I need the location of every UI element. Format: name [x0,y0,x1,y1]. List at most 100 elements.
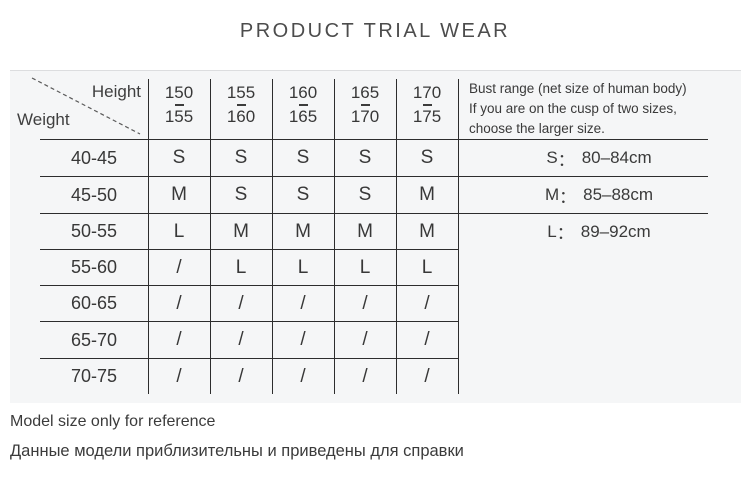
size-cell: L [173,220,185,242]
height-column-header: 170 175 [396,71,458,139]
size-cell: M [171,184,187,205]
size-cell: / [300,329,306,350]
height-to: 155 [164,106,194,126]
size-label: M [544,185,560,204]
diagonal-divider [31,77,141,135]
size-cell: L [297,256,309,278]
bust-range-note-line: If you are on the cusp of two sizes, [469,101,677,116]
range-dash [360,104,370,106]
bust-range-l: L： 89–92cm [458,214,740,249]
column-divider [272,79,273,394]
weight-row-header: 60-65 [70,293,118,313]
row-divider [40,358,458,359]
size-cell: / [362,329,368,350]
column-divider [148,79,149,394]
size-cell: / [176,329,182,350]
range-dash [298,104,308,106]
range-value: 80–84cm [581,148,652,167]
size-cell: / [424,329,430,350]
weight-axis-label: Weight [17,110,70,129]
row-divider [40,321,458,322]
size-cell: L [359,256,371,278]
height-to: 175 [412,106,442,126]
height-column-header: 160 165 [272,71,334,139]
size-cell: / [300,292,306,314]
size-cell: / [362,292,368,314]
height-to: 160 [226,106,256,126]
bust-range-m: M： 85–88cm [458,177,740,213]
size-cell: / [238,329,244,350]
size-cell: / [176,365,182,387]
height-from: 170 [412,83,442,103]
bust-range-note-line: choose the larger size. [469,121,605,136]
range-dash [174,104,184,106]
page-title: PRODUCT TRIAL WEAR [239,20,511,42]
size-cell: / [238,292,244,314]
weight-row-header: 65-70 [70,329,118,350]
size-cell: S [172,147,186,168]
size-label: S [546,148,558,167]
row-divider [40,213,708,214]
size-cell: S [234,147,248,168]
weight-row-header: 40-45 [70,147,118,168]
range-dash [236,104,246,106]
column-divider [210,79,211,394]
row-divider [40,285,458,286]
size-cell: M [233,220,249,242]
range-value: 85–88cm [583,185,654,204]
row-divider [40,139,708,140]
height-from: 165 [350,83,380,103]
size-cell: / [362,365,368,387]
size-label: L [547,221,557,241]
bust-range-note-line: Bust range (net size of human body) [469,81,687,96]
height-column-header: 165 170 [334,71,396,139]
size-cell: / [238,365,244,387]
size-cell: S [420,147,434,168]
size-cell: M [357,220,373,242]
row-divider [40,249,458,250]
size-cell: S [358,184,372,205]
size-cell: S [234,184,248,205]
corner-header-cell: Height Weight [10,71,148,139]
bust-range-note: Bust range (net size of human body) If y… [458,71,740,139]
size-cell: / [300,365,306,387]
size-table: Height Weight 150 155 155 160 160 165 16… [10,70,741,403]
column-divider [334,79,335,394]
separator: ： [556,224,574,243]
size-cell: / [176,292,182,314]
height-from: 160 [288,83,318,103]
weight-row-header: 45-50 [70,184,118,205]
height-from: 155 [226,83,256,103]
bust-range-s: S： 80–84cm [458,140,740,176]
size-cell: / [176,256,182,278]
panel-divider [458,79,459,394]
range-value: 89–92cm [580,221,651,241]
height-from: 150 [164,83,194,103]
size-cell: / [424,365,430,387]
size-cell: M [419,184,435,205]
separator: ： [559,187,577,207]
size-cell: S [296,147,310,168]
size-cell: S [358,147,372,168]
footnote-russian: Данные модели приблизительны и приведены… [10,442,464,460]
range-dash [422,104,432,106]
height-axis-label: Height [91,82,141,101]
size-cell: L [421,256,433,278]
size-cell: S [296,184,310,205]
height-to: 170 [350,106,380,126]
separator: ： [557,150,575,170]
row-divider [40,176,708,177]
size-cell: M [419,220,435,242]
weight-row-header: 70-75 [70,366,118,386]
weight-row-header: 55-60 [70,257,118,277]
height-to: 165 [288,106,318,126]
height-column-header: 155 160 [210,71,272,139]
size-cell: / [424,292,430,314]
weight-row-header: 50-55 [70,221,118,241]
height-column-header: 150 155 [148,71,210,139]
column-divider [396,79,397,394]
footnote-english: Model size only for reference [10,413,216,430]
size-cell: M [295,220,311,242]
size-cell: L [235,256,247,278]
